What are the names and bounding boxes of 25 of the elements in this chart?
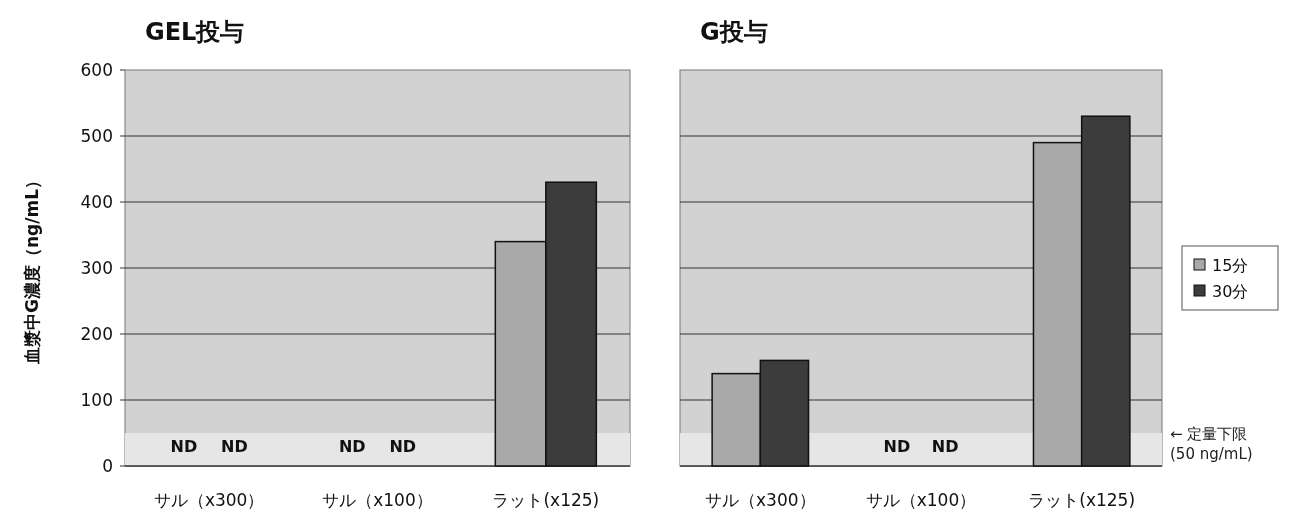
chart-title: G投与	[700, 18, 768, 46]
x-tick-label: サル（x100）	[865, 490, 977, 510]
text: ND	[221, 437, 248, 456]
x-tick-label: ラット(x125)	[1028, 490, 1136, 510]
text: ND	[931, 437, 959, 456]
y-tick-label: 100	[80, 390, 113, 410]
x-tick-label: サル（x300）	[153, 490, 265, 510]
y-tick-label: 400	[80, 192, 113, 212]
text: ND	[338, 437, 366, 456]
y-tick-label: 500	[80, 126, 113, 146]
y-axis-title: 血漿中G濃度（ng/mL）	[22, 172, 42, 365]
chart-title: GEL投与	[145, 18, 245, 46]
legend-label: 30分	[1212, 282, 1249, 301]
text: ND	[170, 437, 198, 456]
x-tick-label: サル（x300）	[705, 490, 816, 510]
text: ND	[883, 437, 911, 456]
text: ND	[389, 437, 417, 456]
y-tick-label: 600	[80, 60, 113, 80]
y-tick-label: 200	[80, 324, 113, 344]
x-tick-label: サル（x100）	[322, 490, 433, 510]
legend-label: 15分	[1212, 256, 1249, 275]
x-tick-label: ラット(x125)	[492, 490, 600, 510]
y-tick-label: 0	[102, 456, 113, 476]
y-tick-label: 300	[80, 258, 113, 278]
band-label: ← 定量下限 (50 ng/mL)	[1170, 425, 1253, 463]
